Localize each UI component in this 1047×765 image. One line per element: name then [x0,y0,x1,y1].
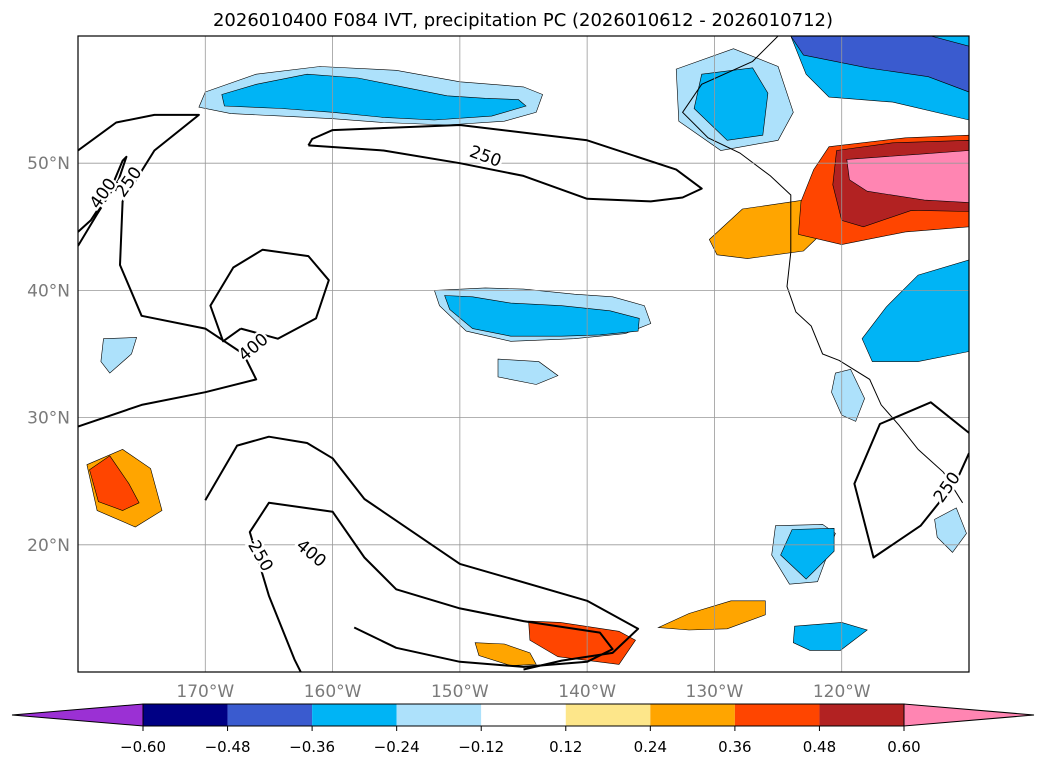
colorbar-swatch-7 [734,704,820,726]
precip-region-tropical-positive-c [474,642,537,666]
colorbar-swatch-6 [650,704,735,726]
colorbar-swatch-1 [227,704,313,726]
precip-region-canada-dark-negative [790,36,969,93]
coastline [681,36,964,504]
colorbar-label-7: 0.36 [718,738,751,756]
colorbar-swatch-0 [143,704,228,726]
x-axis-ticks: 170°W 160°W 150°W 140°W 130°W 120°W [176,682,870,702]
x-tick-label-2: 150°W [431,682,489,702]
x-tick-label-4: 130°W [686,682,744,702]
ivt-contour-250-6 [853,401,969,559]
coastline-path [681,36,964,504]
colorbar-label-0: −0.60 [120,738,166,756]
colorbar-swatch-3 [396,704,482,726]
colorbar-label-6: 0.24 [634,738,667,756]
x-tick-label-0: 170°W [176,682,234,702]
x-tick-label-1: 160°W [304,682,362,702]
colorbar-label-2: −0.36 [289,738,335,756]
precip-region-baja-negative [934,507,967,553]
ivt-contour-400-4 [248,501,614,672]
chart-title: 2026010400 F084 IVT, precipitation PC (2… [213,10,833,31]
ivt-contour-250-5 [204,435,640,671]
precip-region-tropical-positive-b [657,600,766,631]
ivt-contours [78,113,969,672]
ivt-contour-400-2 [209,248,330,343]
colorbar: −0.60 −0.48 −0.36 −0.24 −0.12 0.12 0.24 0.36 0.4… [11,703,1035,756]
precip-region-alaska-panhandle-negative [693,67,769,141]
colorbar-swatch-4 [481,704,566,726]
precip-region-central-small-negative [497,358,559,385]
colorbar-label-3: −0.24 [374,738,420,756]
precip-region-socal-negative [831,368,865,422]
y-axis-ticks: 20°N 30°N 40°N 50°N [27,154,70,556]
colorbar-extend-low [11,703,144,727]
colorbar-extend-high [903,703,1035,727]
y-tick-label-1: 30°N [27,409,70,429]
colorbar-swatch-8 [819,704,904,726]
y-tick-label-2: 40°N [27,281,70,301]
colorbar-frame [142,703,905,727]
ivt-contour-250-3 [307,124,703,203]
ivt-contour-400-1 [78,155,128,247]
map-frame [77,35,970,673]
colorbar-swatch-5 [565,704,651,726]
colorbar-label-1: −0.48 [205,738,251,756]
y-tick-label-0: 20°N [27,536,70,556]
precip-region-north-pacific-small-negative [100,337,138,374]
precip-region-great-basin-negative [861,259,969,362]
precip-region-hawaii-east-positive [89,455,140,511]
x-tick-label-3: 140°W [558,682,616,702]
colorbar-label-5: 0.12 [549,738,582,756]
colorbar-label-8: 0.48 [803,738,836,756]
y-tick-label-3: 50°N [27,154,70,174]
grid-lines [78,36,969,672]
colorbar-label-9: 0.60 [887,738,920,756]
x-tick-label-5: 120°W [813,682,871,702]
colorbar-swatch-2 [312,704,397,726]
colorbar-label-4: −0.12 [458,738,504,756]
precip-region-eastern-tropics-negative [780,527,835,580]
ivt-contour-250-0 [78,113,258,428]
map-background [78,36,969,672]
precip-region-subtropical-negative [444,295,640,337]
